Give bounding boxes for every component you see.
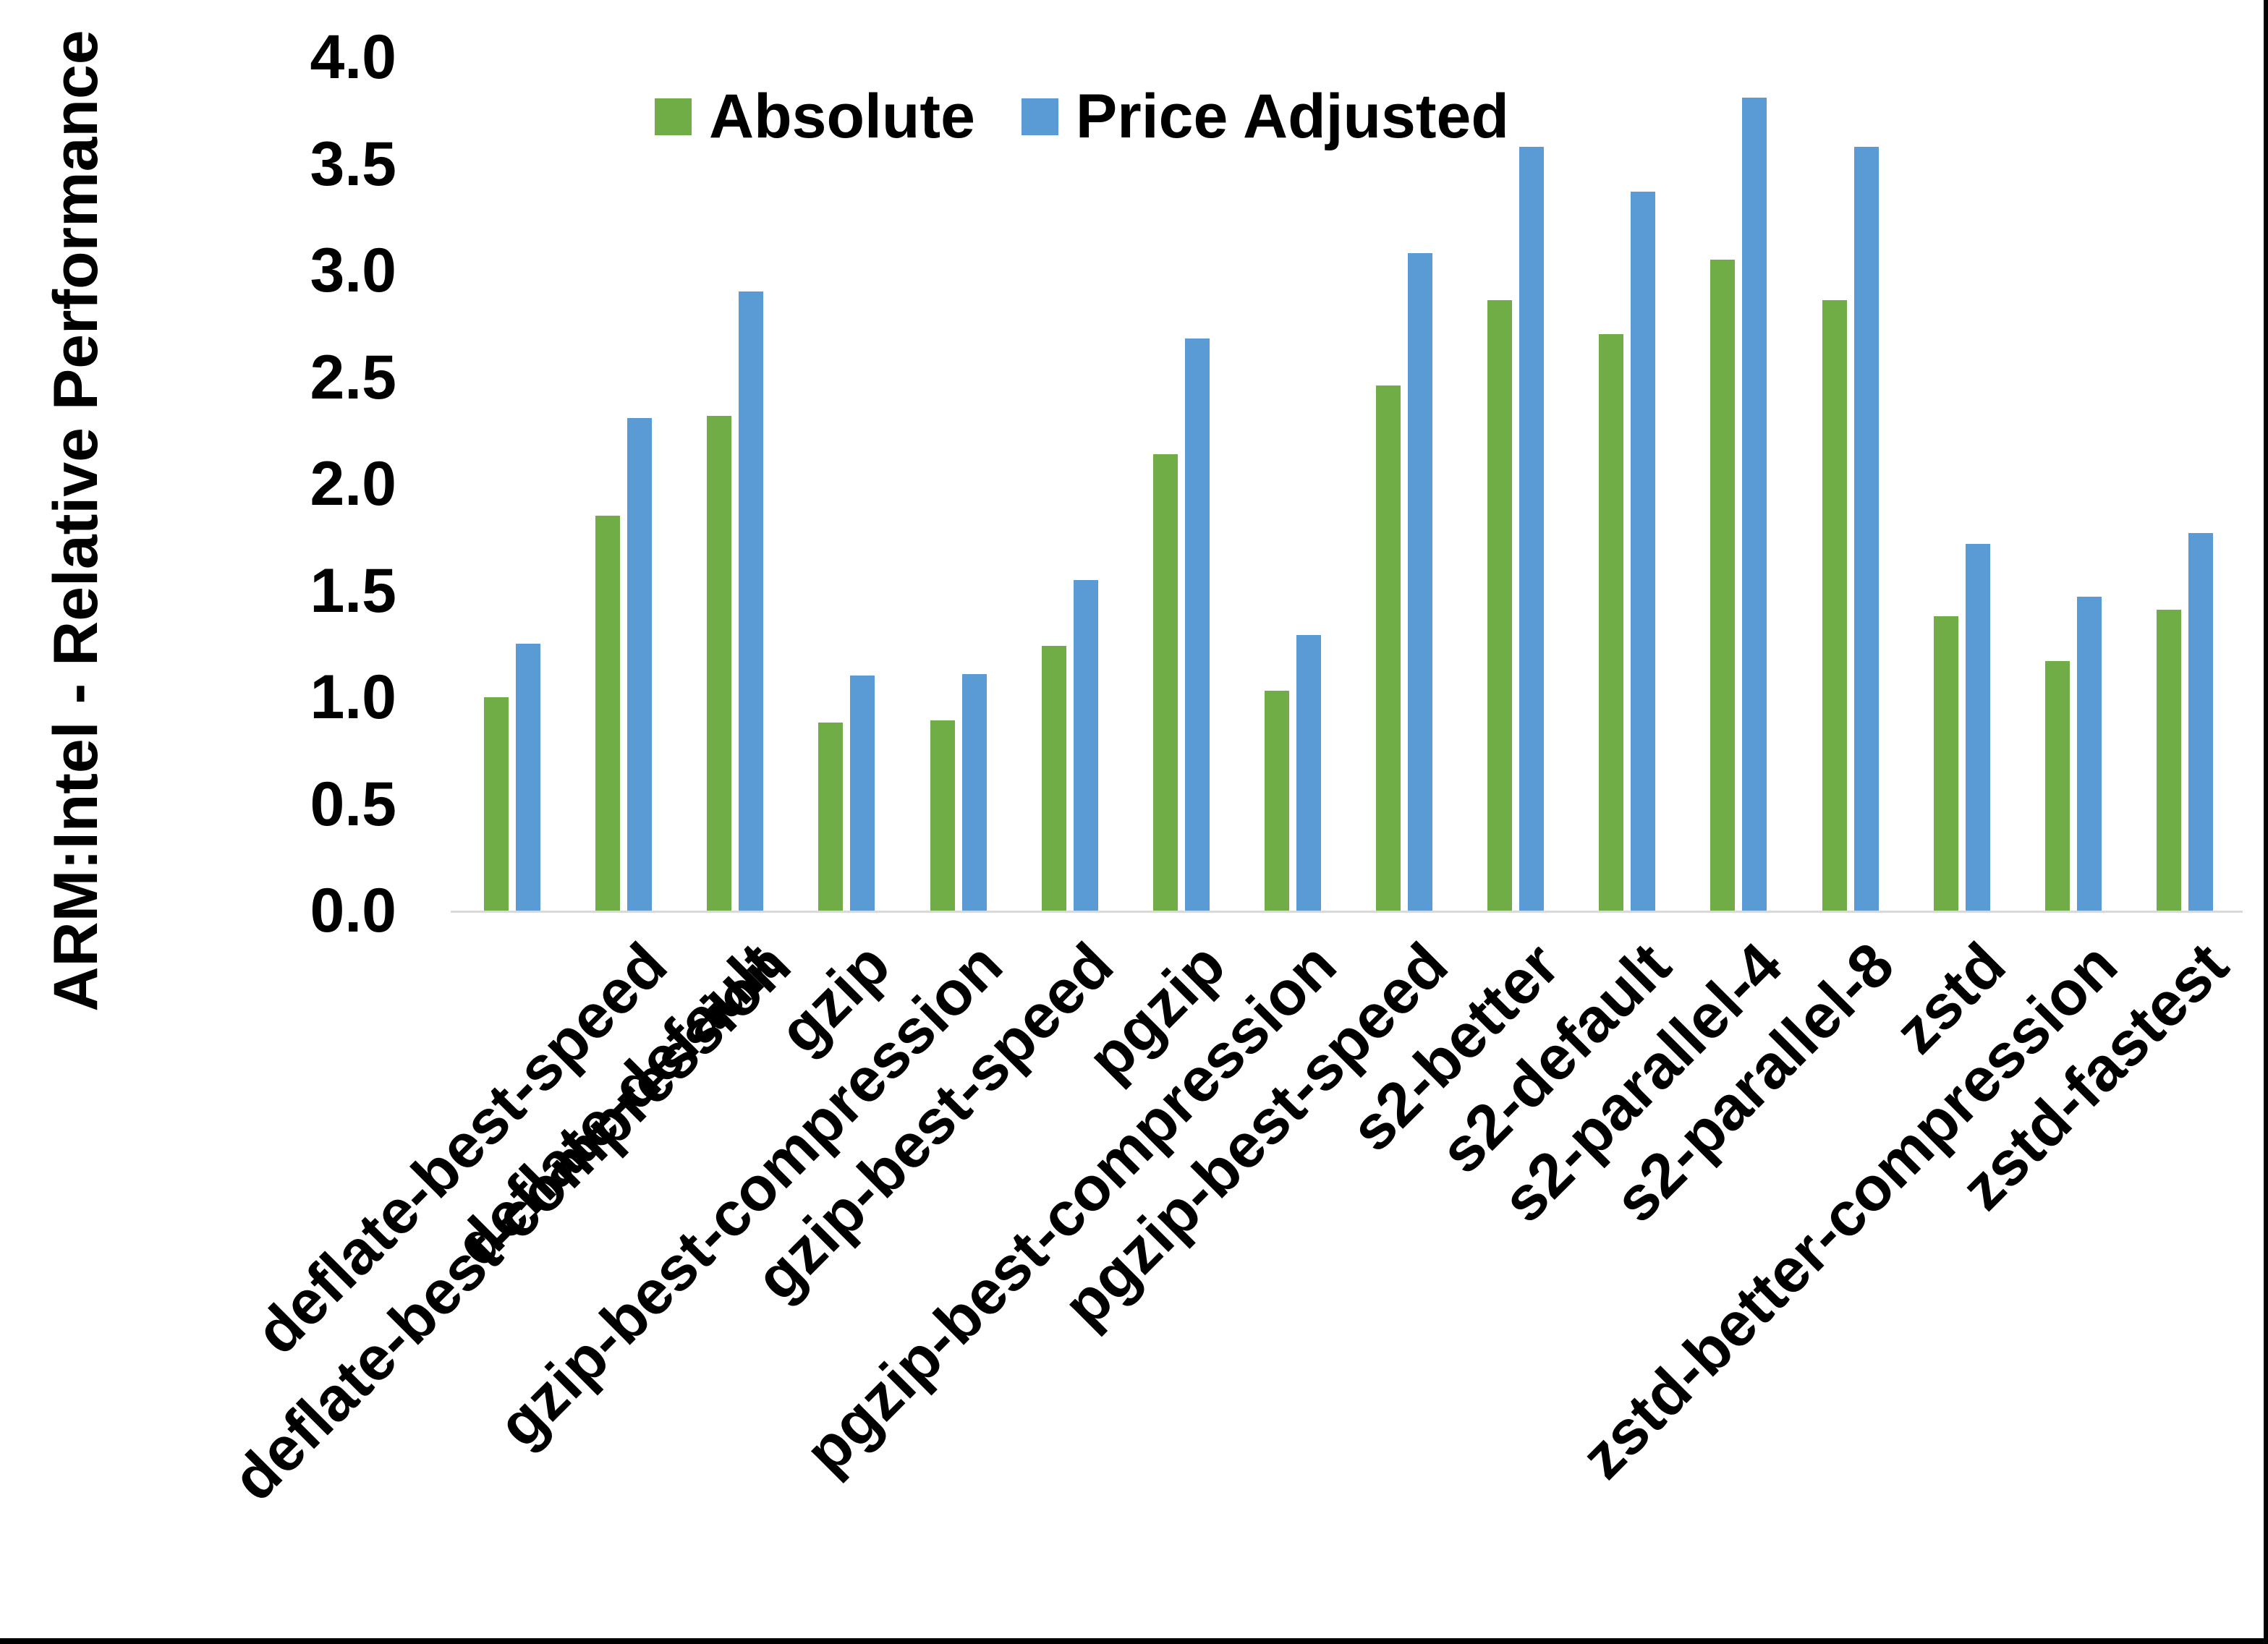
x-axis-label-text-gzip: gzip xyxy=(765,929,904,1067)
x-axis-label-text-gzip-best-speed: gzip-best-speed xyxy=(742,929,1127,1314)
x-axis-label-text-zstd: zstd xyxy=(1881,929,2019,1067)
bar-absolute-s2-default xyxy=(1599,334,1623,911)
legend-swatch-price-adjusted xyxy=(1021,98,1058,135)
y-tick-label-4.0: 4.0 xyxy=(310,22,396,92)
x-axis-label-text-s2-better: s2-better xyxy=(1337,929,1573,1165)
legend-swatch-absolute xyxy=(655,98,692,135)
x-axis-label-text-deflate-best-compression: deflate-best-compression xyxy=(219,929,804,1515)
bar-absolute-zstd xyxy=(1934,616,1958,911)
bar-absolute-gzip-best-speed xyxy=(1042,646,1066,911)
bar-price-adjusted-deflate-best-speed xyxy=(627,418,652,911)
bar-absolute-s2-parallel-4 xyxy=(1710,260,1735,911)
y-tick-label-1.5: 1.5 xyxy=(310,555,396,626)
legend: Absolute Price Adjusted xyxy=(655,85,1509,148)
y-tick-label-2.5: 2.5 xyxy=(310,342,396,412)
legend-item-price-adjusted: Price Adjusted xyxy=(1021,82,1509,151)
legend-label-absolute: Absolute xyxy=(709,82,975,151)
y-tick-label-1.0: 1.0 xyxy=(310,663,396,732)
bar-absolute-pgzip xyxy=(1153,454,1178,911)
x-axis-label-text-gzip-best-compression: gzip-best-compression xyxy=(484,929,1016,1460)
x-axis-label-text-pgzip-best-compression: pgzip-best-compression xyxy=(791,929,1350,1488)
x-axis-label-text-zstd-fastest: zstd-fastest xyxy=(1948,929,2242,1224)
x-axis-label-text-s2-parallel-4: s2-parallel-4 xyxy=(1489,929,1796,1236)
bar-price-adjusted-s2-default xyxy=(1631,192,1655,911)
x-axis-label-text-s2-default: s2-default xyxy=(1427,929,1684,1187)
bar-absolute-pgzip-best-compression xyxy=(1265,691,1289,911)
bar-absolute-deflate-best-compression xyxy=(484,697,509,911)
bar-price-adjusted-s2-parallel-8 xyxy=(1854,147,1879,911)
legend-item-absolute: Absolute xyxy=(655,85,975,148)
bar-price-adjusted-s2-parallel-4 xyxy=(1742,98,1767,911)
y-tick-label-3.0: 3.0 xyxy=(310,236,396,305)
y-tick-label-2.0: 2.0 xyxy=(310,449,396,519)
bar-absolute-deflate-best-speed xyxy=(595,516,620,911)
x-axis-line xyxy=(451,911,2243,913)
x-axis-label-text-pgzip: pgzip xyxy=(1074,929,1239,1094)
y-tick-label-0.5: 0.5 xyxy=(310,769,396,839)
bar-price-adjusted-zstd-fastest xyxy=(2188,533,2213,911)
bar-price-adjusted-deflate-best-compression xyxy=(516,644,540,911)
window-border-right xyxy=(2264,0,2268,1644)
x-axis-label-text-s2-parallel-8: s2-parallel-8 xyxy=(1601,929,1908,1236)
bar-price-adjusted-gzip xyxy=(850,676,875,911)
window-border-bottom xyxy=(0,1638,2268,1644)
bar-absolute-zstd-fastest xyxy=(2157,610,2181,911)
bar-price-adjusted-pgzip xyxy=(1185,338,1210,911)
bar-price-adjusted-gzip-best-compression xyxy=(962,674,987,911)
bar-absolute-deflate-default xyxy=(707,416,731,911)
bar-absolute-pgzip-best-speed xyxy=(1376,386,1401,911)
bar-absolute-s2-better xyxy=(1487,300,1512,911)
x-axis-label-text-deflate-default: deflate-default xyxy=(441,929,792,1279)
bar-absolute-gzip xyxy=(818,723,843,911)
x-axis-label-text-deflate-best-speed: deflate-best-speed xyxy=(242,929,681,1368)
y-tick-label-3.5: 3.5 xyxy=(310,129,396,199)
bar-price-adjusted-zstd xyxy=(1966,544,1990,911)
x-axis-label-text-pgzip-best-speed: pgzip-best-speed xyxy=(1050,929,1461,1341)
bar-absolute-zstd-better-compression xyxy=(2045,661,2070,911)
bar-price-adjusted-deflate-default xyxy=(739,291,763,911)
x-axis-label-text-zstd-better-compression: zstd-better-compression xyxy=(1567,929,2131,1492)
bar-price-adjusted-zstd-better-compression xyxy=(2077,597,2102,911)
bar-price-adjusted-pgzip-best-speed xyxy=(1408,253,1432,911)
bar-absolute-s2-parallel-8 xyxy=(1822,300,1847,911)
bar-price-adjusted-pgzip-best-compression xyxy=(1296,635,1321,911)
bar-price-adjusted-s2-better xyxy=(1519,147,1544,911)
y-tick-label-0.0: 0.0 xyxy=(310,876,396,945)
bar-absolute-gzip-best-compression xyxy=(930,720,955,911)
legend-label-price-adjusted: Price Adjusted xyxy=(1075,82,1509,151)
bar-price-adjusted-gzip-best-speed xyxy=(1074,580,1098,911)
